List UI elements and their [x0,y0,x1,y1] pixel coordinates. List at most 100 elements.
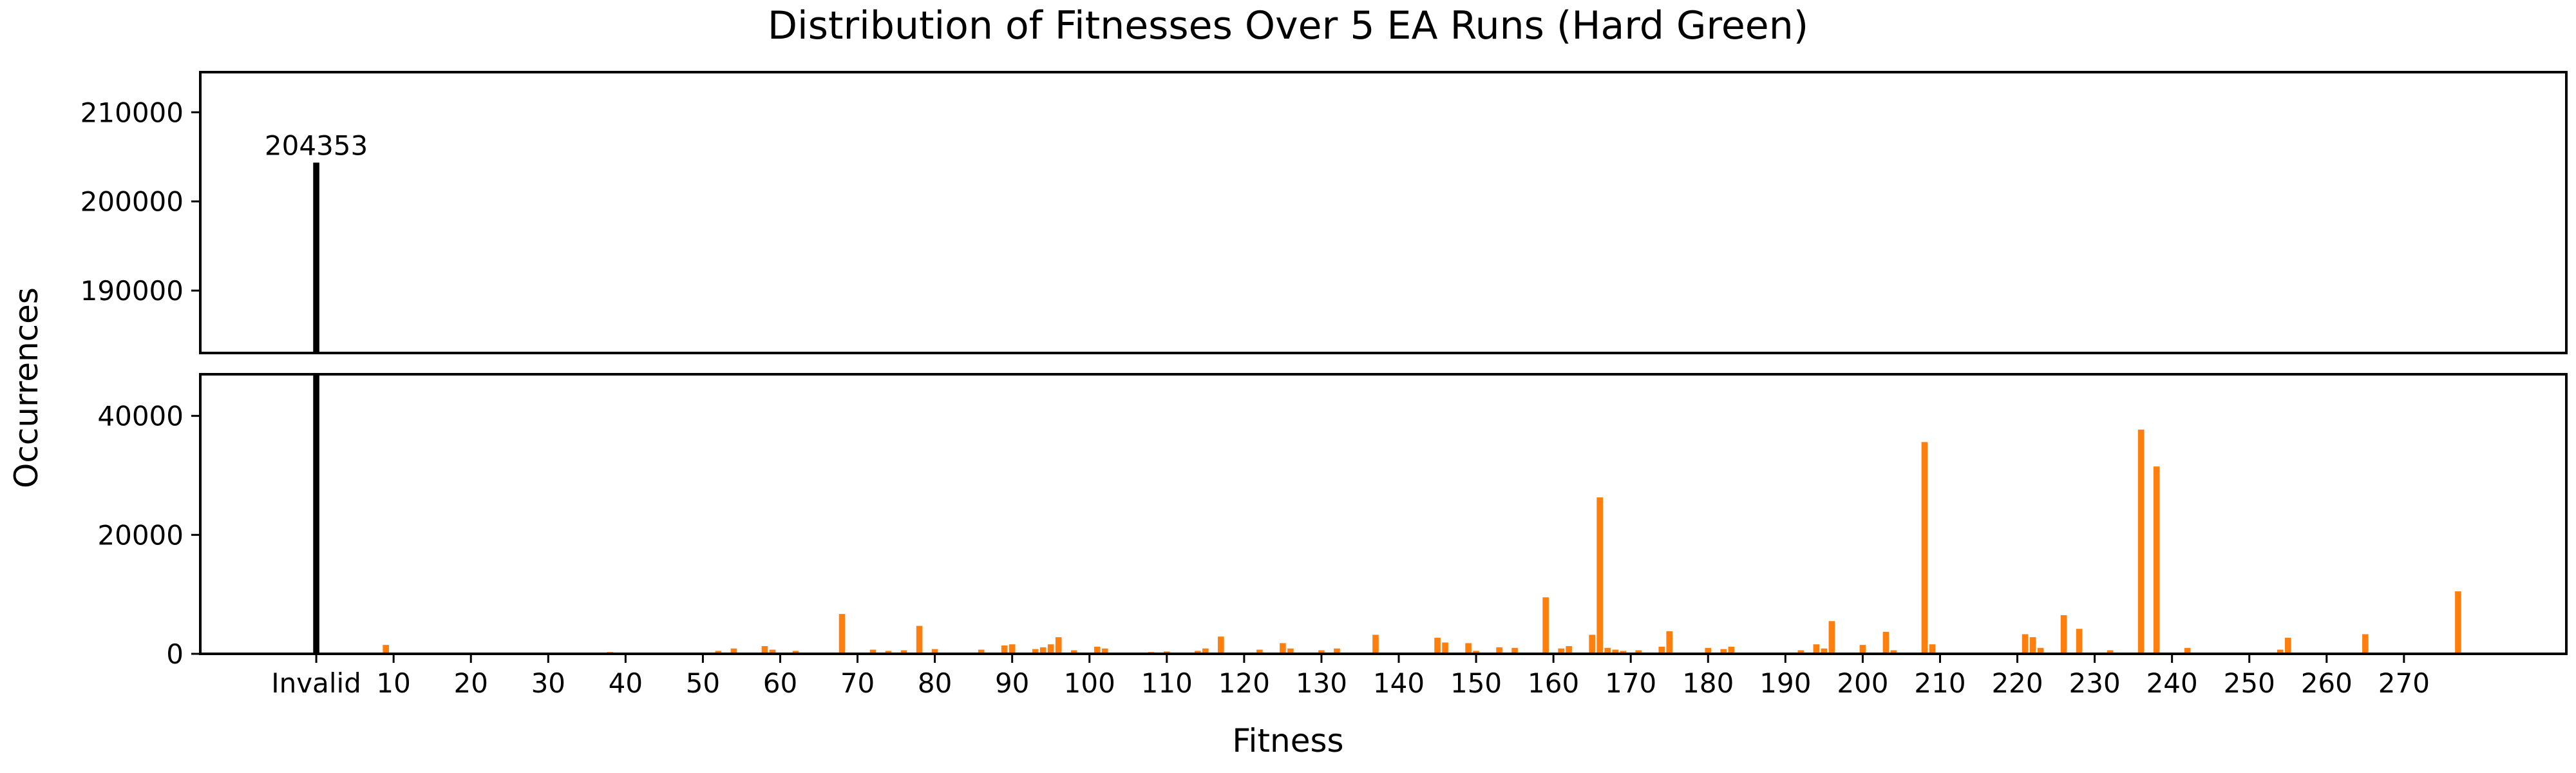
fitness-bar [1287,648,1294,654]
x-tick-label: 200 [1837,667,1888,699]
fitness-bar [769,649,776,654]
fitness-bar [383,645,389,654]
fitness-bar [1821,648,1828,654]
fitness-bar [1039,647,1046,654]
fitness-bar [1318,650,1325,654]
x-tick-label: 160 [1528,667,1579,699]
fitness-bar [916,625,923,654]
y-tick-label: 210000 [80,97,184,128]
x-tick-label: 130 [1296,667,1347,699]
fitness-bar [1882,631,1889,654]
bottom-panel-y-ticks: 0 20000 40000 [97,401,200,670]
x-tick-label: 260 [2301,667,2353,699]
invalid-bar-top [313,162,319,353]
fitness-bar [1558,648,1564,654]
x-tick-label: 190 [1759,667,1811,699]
fitness-bar [1372,635,1379,654]
fitness-bar [2037,647,2044,654]
fitness-bar [1612,649,1618,654]
fitness-bar [1055,637,1062,654]
fitness-bar [1890,650,1897,654]
x-tick-label: 40 [609,667,643,699]
y-tick-label: 200000 [80,186,184,218]
fitness-bar [1202,648,1209,654]
fitness-bar [2455,591,2461,654]
x-tick-label: 120 [1218,667,1270,699]
fitness-bar [1635,650,1642,654]
fitness-bar [2284,638,2291,654]
fitness-bar [1473,651,1479,654]
fitness-bar [2137,429,2145,654]
fitness-bar [1094,646,1101,654]
x-tick-label: 150 [1450,667,1502,699]
fitness-bar [1511,647,1518,654]
fitness-bar [1859,645,1866,654]
fitness-bar [1828,621,1835,654]
top-panel-frame [199,71,2568,354]
fitness-bar [2022,634,2029,654]
x-tick-label: 250 [2224,667,2275,699]
fitness-bar [1001,645,1008,654]
fitness-bar [1658,646,1665,654]
y-tick-label: 190000 [80,275,184,307]
fitness-bar [1434,638,1441,654]
x-tick-label: 270 [2378,667,2430,699]
bottom-panel-frame [199,373,2568,655]
fitness-bar [1728,646,1735,654]
top-panel-y-ticks: 190000 200000 210000 [80,97,200,307]
x-tick-label: 240 [2146,667,2198,699]
bottom-panel: 0 20000 40000 Invalid 10 20 30 40 50 60 70 80 90 100… [97,373,2568,699]
fitness-bar [1813,644,1820,654]
y-tick-label: 20000 [97,519,184,551]
x-tick-label: 10 [376,667,410,699]
x-tick-label: 210 [1914,667,1965,699]
y-tick-label: 0 [166,638,184,670]
fitness-bar [869,649,876,654]
x-tick-label: 100 [1064,667,1115,699]
fitness-bar [2277,649,2284,654]
x-tick-label: 80 [918,667,952,699]
fitness-bar [1797,650,1804,654]
fitness-bar [2107,650,2114,654]
x-tick-label: 60 [763,667,797,699]
fitness-bar [2060,615,2067,654]
fitness-bar [761,645,768,654]
x-tick-label: 90 [995,667,1029,699]
fitness-bar [1542,597,1549,654]
bottom-panel-bars [313,374,2461,654]
fitness-bar [1666,631,1673,654]
x-tick-label: 140 [1373,667,1425,699]
fitness-bar [1009,644,1016,654]
fitness-bar [1334,648,1340,654]
fitness-bar [1465,643,1472,654]
fitness-bar [838,614,846,654]
fitness-bar [1047,644,1054,654]
fitness-bar [2076,629,2083,654]
y-axis-label: Occurrences [8,287,45,488]
fitness-bar [2184,647,2191,654]
fitness-bar [1929,644,1936,654]
fitness-bar [885,651,892,654]
x-tick-label: 30 [531,667,565,699]
chart-title: Distribution of Fitnesses Over 5 EA Runs… [768,3,1808,48]
fitness-bar [931,649,938,654]
invalid-bar-value-label: 204353 [265,129,368,161]
fitness-bar [1596,497,1603,654]
fitness-bar [1195,651,1201,654]
top-panel: 190000 200000 210000 204353 [80,71,2568,354]
fitness-bar [2029,637,2036,654]
x-tick-label: 70 [840,667,875,699]
fitness-bar [1566,645,1572,654]
fitness-bar [2153,466,2160,654]
x-tick-label: 110 [1141,667,1193,699]
fitness-bar [1921,442,1928,654]
fitness-bar [1604,647,1611,654]
x-tick-label: Invalid [271,667,361,699]
x-tick-label: 170 [1605,667,1656,699]
fitness-bar [1280,643,1286,654]
x-tick-label: 180 [1682,667,1734,699]
fitness-bar [1496,647,1502,654]
fitness-bar [1720,649,1727,654]
fitness-bar [1101,648,1108,654]
